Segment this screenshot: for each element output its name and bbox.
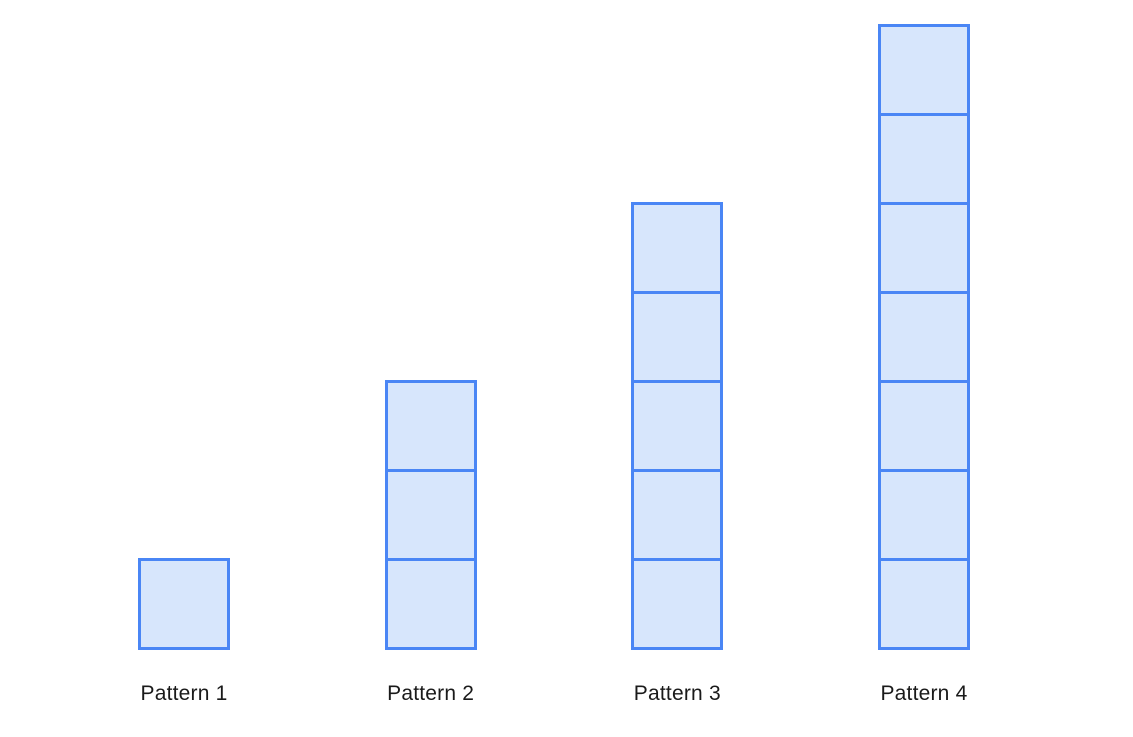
unit-square: [877, 202, 970, 294]
pattern-group-1: Pattern 1: [138, 558, 230, 707]
unit-square: [877, 558, 970, 650]
square-stack: [384, 380, 477, 650]
unit-square: [631, 291, 724, 383]
pattern-label: Pattern 4: [880, 682, 968, 705]
unit-square: [877, 113, 970, 205]
unit-square: [631, 380, 724, 472]
square-stack: [877, 24, 970, 650]
unit-square: [384, 558, 477, 650]
unit-square: [138, 558, 230, 650]
pattern-label: Pattern 2: [387, 682, 475, 705]
unit-square: [877, 291, 970, 383]
unit-square: [384, 469, 477, 561]
square-stack: [138, 558, 230, 650]
unit-square: [631, 469, 724, 561]
pattern-label: Pattern 1: [140, 682, 228, 705]
unit-square: [877, 24, 970, 116]
pattern-group-2: Pattern 2: [384, 380, 477, 707]
square-stack: [631, 202, 724, 650]
pattern-label: Pattern 3: [633, 682, 721, 705]
unit-square: [631, 202, 724, 294]
pattern-group-3: Pattern 3: [631, 202, 724, 707]
unit-square: [877, 469, 970, 561]
unit-square: [877, 380, 970, 472]
pattern-group-4: Pattern 4: [877, 24, 970, 707]
unit-square: [631, 558, 724, 650]
unit-square: [384, 380, 477, 472]
